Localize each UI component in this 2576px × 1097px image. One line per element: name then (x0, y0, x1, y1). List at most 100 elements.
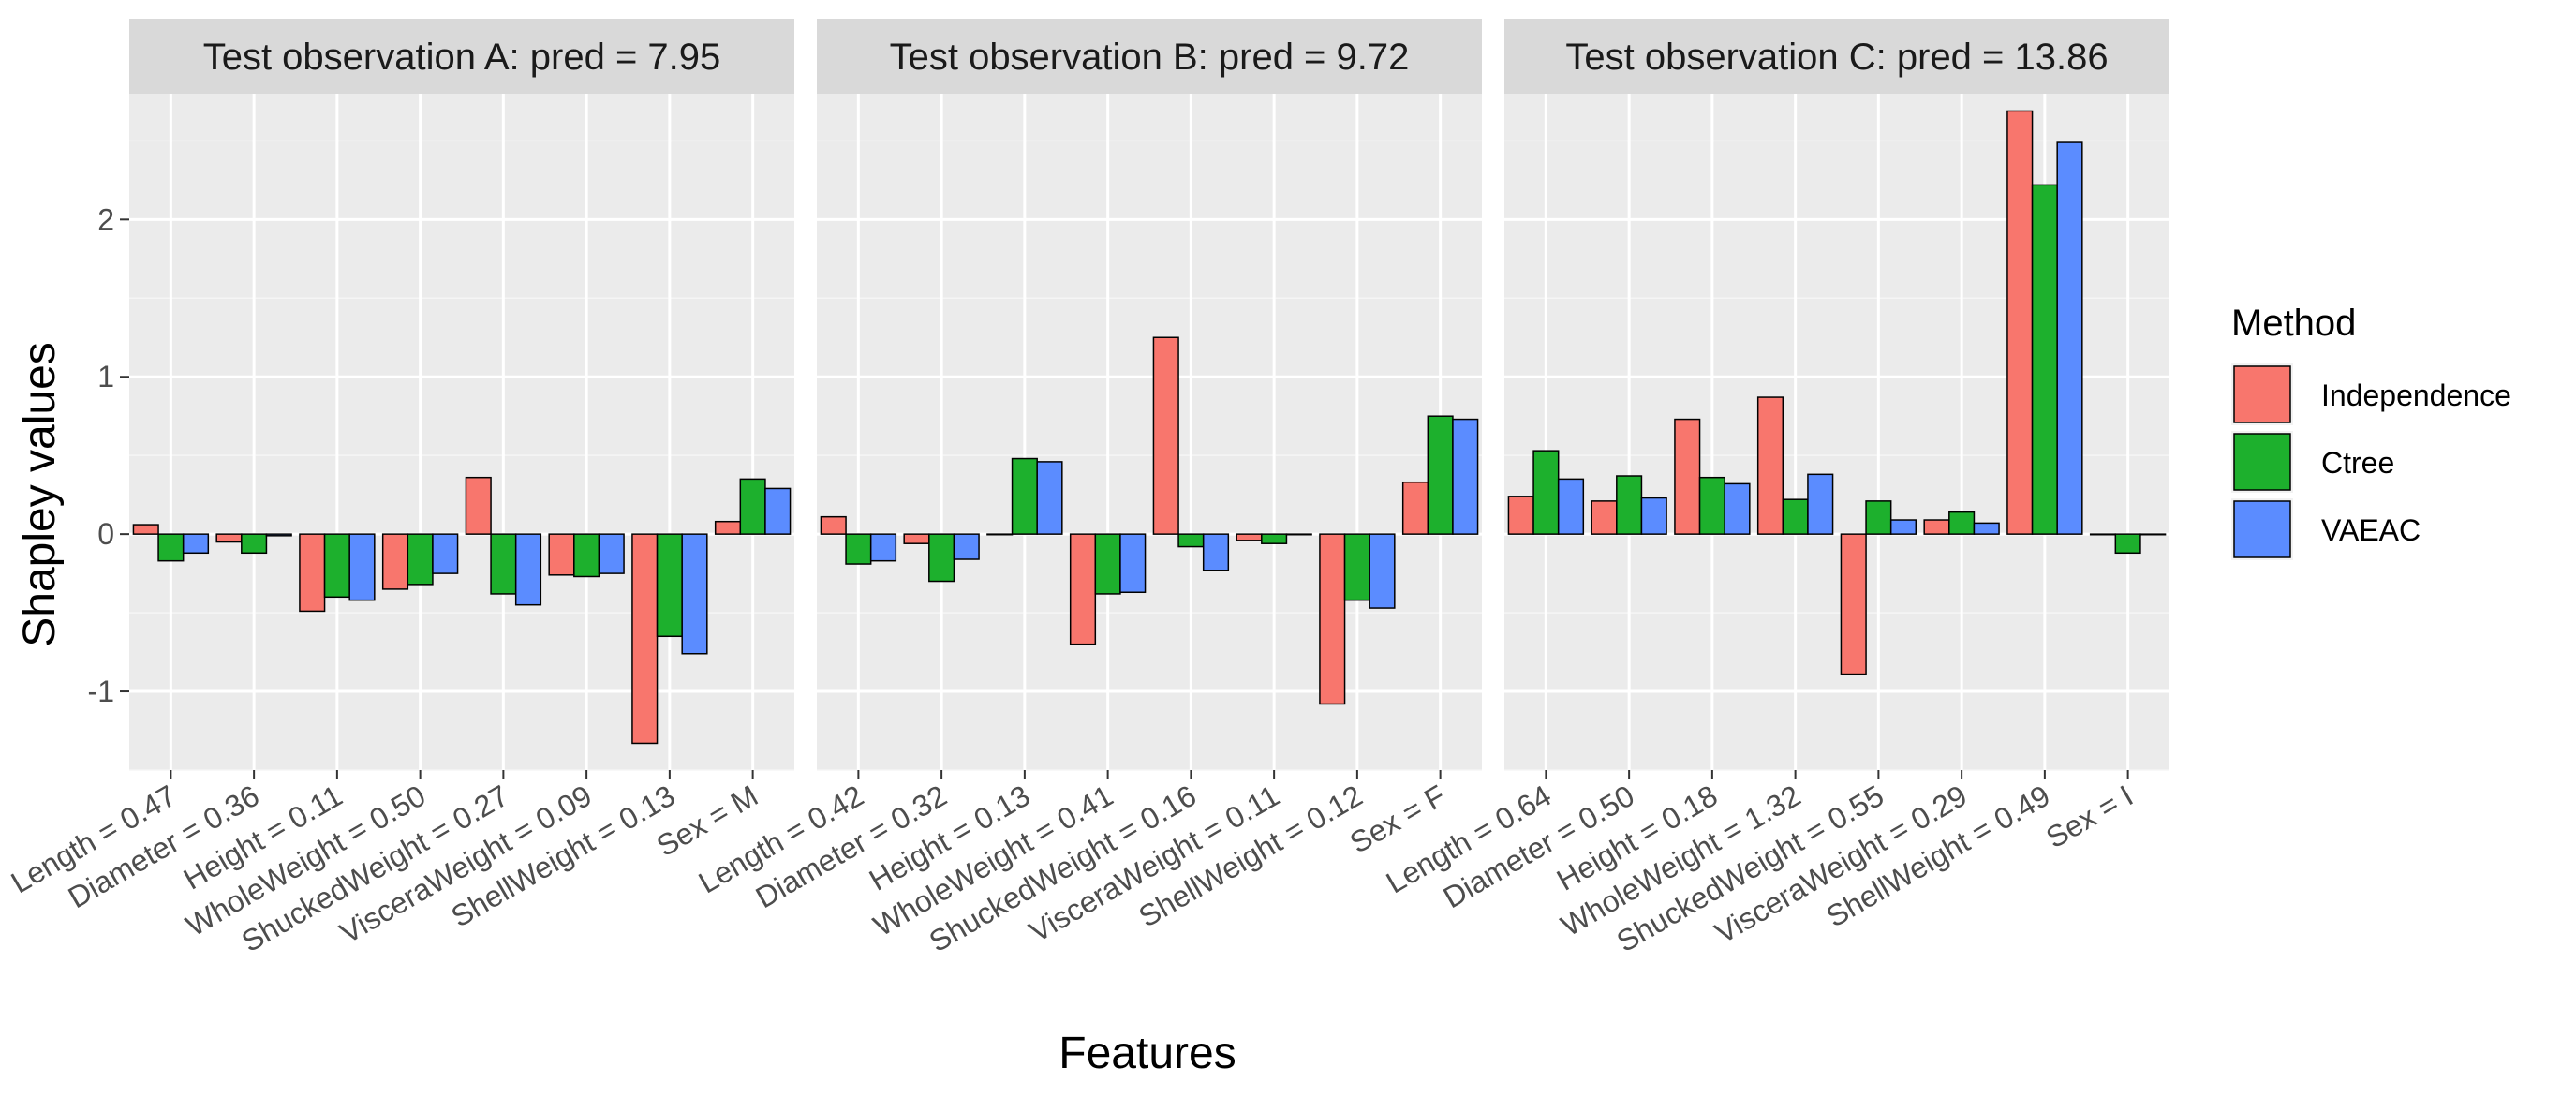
y-axis: -1 0 1 2 (88, 202, 129, 708)
y-axis-title: Shapley values (15, 342, 65, 647)
bar (1401, 481, 1429, 535)
panel-background (817, 94, 1482, 770)
facet-strip (817, 19, 1482, 94)
bar (1674, 418, 1701, 535)
bar (869, 533, 897, 562)
bar (2006, 110, 2034, 535)
y-tick-label: 1 (97, 360, 114, 393)
x-axis-title: Features (1059, 1029, 1236, 1078)
bar (986, 533, 1014, 536)
legend-swatch (2233, 500, 2291, 558)
panel-background (129, 94, 794, 770)
legend-label: Independence (2321, 378, 2511, 412)
bar (514, 533, 542, 606)
bar (1343, 533, 1370, 601)
bar (548, 533, 575, 576)
bar (2056, 141, 2083, 535)
bar (490, 533, 517, 595)
bar (1698, 476, 1725, 535)
bar (1973, 522, 2000, 535)
y-tick-label: 0 (97, 517, 114, 551)
bar (1036, 461, 1063, 535)
bar (573, 533, 600, 578)
bar (1756, 396, 1784, 535)
legend: Method Independence Ctree VAEAC (2231, 303, 2511, 560)
bar (739, 478, 766, 535)
bar (1069, 533, 1097, 645)
bar (265, 533, 292, 537)
bar (1094, 533, 1121, 595)
bar (465, 476, 492, 535)
bar (2114, 533, 2141, 555)
bar (764, 487, 792, 535)
bar (1261, 533, 1288, 544)
y-tick-label: 2 (97, 202, 114, 236)
bar (1011, 457, 1038, 535)
bar (903, 533, 930, 544)
bar (1948, 511, 1976, 535)
x-tick-label: Sex = I (2040, 778, 2139, 854)
bar (598, 533, 625, 574)
bar (1119, 533, 1147, 594)
bar (407, 533, 434, 586)
bar (1369, 533, 1396, 609)
bar (1532, 450, 1560, 535)
bar (1865, 500, 1892, 535)
bar (1889, 519, 1917, 535)
legend-label: Ctree (2321, 446, 2394, 480)
bar (1724, 482, 1751, 535)
bar (182, 533, 210, 555)
bar (1616, 475, 1643, 535)
bar (1452, 418, 1479, 535)
facet-strip (1504, 19, 2169, 94)
bar (928, 533, 955, 583)
bar (656, 533, 683, 638)
bar (299, 533, 326, 613)
bar (1840, 533, 1867, 675)
facet-strip (129, 19, 794, 94)
facet-title: Test observation A: pred = 7.95 (203, 37, 721, 78)
bar (820, 515, 847, 535)
bar (1427, 415, 1454, 535)
bar (1640, 497, 1667, 535)
bar (1782, 498, 1809, 535)
legend-swatch (2233, 365, 2291, 423)
bar (1319, 533, 1346, 705)
bar (2139, 533, 2167, 536)
legend-title: Method (2231, 303, 2356, 344)
bar (432, 533, 459, 574)
bar (1923, 519, 1950, 535)
bar (215, 533, 243, 543)
bar (681, 533, 708, 655)
bar (1177, 533, 1205, 548)
legend-swatch (2233, 433, 2291, 491)
bar (1807, 473, 1834, 535)
facet-title: Test observation B: pred = 9.72 (890, 37, 1410, 78)
bar (348, 533, 376, 601)
bar (845, 533, 872, 565)
bar (631, 533, 659, 745)
bar (1591, 500, 1618, 535)
bar (1236, 533, 1263, 541)
facet-title: Test observation C: pred = 13.86 (1565, 37, 2108, 78)
bar (157, 533, 185, 562)
bar (2089, 533, 2117, 536)
bar (132, 524, 159, 535)
bar (381, 533, 409, 590)
bar (1507, 496, 1534, 535)
bar (714, 520, 742, 535)
bar (1557, 478, 1585, 535)
legend-label: VAEAC (2321, 513, 2421, 547)
bar (953, 533, 980, 560)
y-tick-label: -1 (88, 675, 114, 708)
bar (1152, 336, 1179, 535)
bar (2031, 184, 2058, 535)
bar (1285, 533, 1312, 536)
bar (241, 533, 268, 555)
bar (1202, 533, 1230, 571)
